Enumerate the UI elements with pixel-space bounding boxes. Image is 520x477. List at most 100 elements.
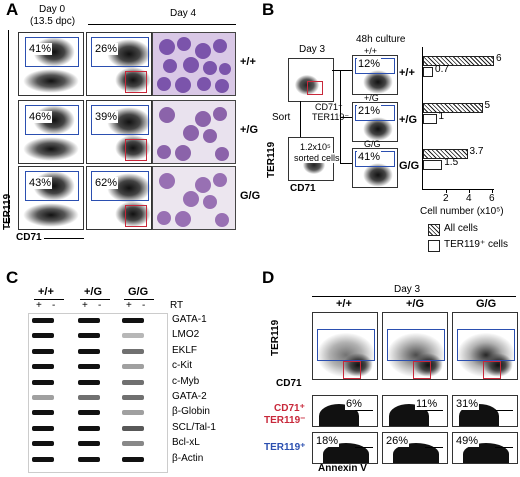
panel-b-xaxis: CD71 (290, 183, 316, 194)
panel-b-bar-all (423, 56, 494, 66)
panel-d-hist-row1-pct: 11% (415, 398, 439, 410)
panel-a-day0-plot: 46% (18, 100, 84, 164)
panel-c-minus: - (52, 300, 56, 311)
panel-d-hist-gate-line (495, 410, 513, 411)
panel-d-hist-gate-line (425, 447, 443, 448)
panel-c-band (32, 456, 54, 462)
panel-a-day4-gate (91, 105, 149, 135)
panel-c-band (122, 333, 144, 339)
panel-d-hist-row2: 18% (312, 432, 378, 464)
panel-d-sort-gate (343, 361, 361, 379)
panel-c-genotype-header: +/G (84, 286, 103, 298)
panel-c-band (122, 318, 144, 323)
panel-a-day4-pct: 62% (94, 177, 119, 189)
panel-b-bar-tick (446, 189, 447, 193)
panel-c-band (122, 425, 144, 431)
panel-b-bar-ter (423, 160, 443, 170)
panel-d-hist-row1: 11% (382, 395, 448, 427)
panel-a-xaxis-arrow (44, 238, 84, 239)
panel-c-band (32, 410, 54, 416)
panel-c-band (32, 318, 54, 323)
panel-b-bar-all (423, 149, 468, 159)
panel-b-sorted-label: sorted cells (294, 153, 340, 163)
panel-c-plus: + (82, 300, 88, 311)
panel-a-day4-pct: 39% (94, 111, 119, 123)
panel-b-genotype-small: G/G (364, 139, 381, 149)
panel-b-culture-plot: 12% (352, 55, 398, 95)
panel-b-bar-all-label: 3.7 (469, 146, 484, 157)
panel-c-band (78, 333, 100, 339)
panel-a-xaxis: CD71 (16, 232, 42, 243)
panel-a-day0-plot: 41% (18, 32, 84, 96)
panel-b-bar-ter-label: 0.7 (435, 64, 449, 75)
panel-c-genotype-header: +/+ (38, 286, 54, 298)
panel-b-culture-pct: 41% (357, 151, 382, 163)
panel-b-genotype: +/G (399, 114, 418, 126)
panel-b-sort-label: Sort (272, 112, 291, 123)
panel-a-day4-sort-gate (125, 205, 147, 227)
panel-c-band (122, 364, 144, 370)
panel-b-genotype: G/G (399, 160, 420, 172)
panel-c-gene-label: SCL/Tal-1 (172, 421, 216, 433)
panel-a-day0-gate (25, 37, 79, 67)
panel-d-hist-row1: 31% (452, 395, 518, 427)
panel-b-bar-yaxis (422, 47, 423, 189)
panel-d-hist-row2: 49% (452, 432, 518, 464)
panel-d-sort-gate (483, 361, 501, 379)
panel-d-genotype: +/G (406, 298, 425, 310)
panel-c-plus: + (126, 300, 132, 311)
panel-d-hist-row1: 6% (312, 395, 378, 427)
panel-b-branch-r1 (340, 70, 352, 71)
panel-b-day3: Day 3 (299, 44, 326, 55)
panel-d-hist-row2: 26% (382, 432, 448, 464)
panel-b-genotype: +/+ (399, 67, 415, 79)
panel-c-band (78, 379, 100, 385)
panel-c-minus: - (142, 300, 146, 311)
panel-b-sort-arrow (300, 101, 301, 137)
panel-a-day4: Day 4 (170, 8, 197, 19)
panel-c-band (122, 410, 144, 416)
panel-c-band (78, 425, 100, 431)
panel-d-hist-row2-pct: 18% (315, 435, 340, 447)
panel-d-ter-gate (457, 329, 515, 361)
panel-c-plus: + (36, 300, 42, 311)
panel-a-yaxis-arrow (8, 30, 9, 226)
panel-c-gene-label: β-Globin (172, 406, 210, 418)
panel-d-label: D (262, 268, 275, 287)
panel-c-label: C (6, 268, 19, 287)
panel-c-band (122, 456, 144, 462)
panel-a-day0-pct: 41% (28, 43, 53, 55)
panel-c-gene-label: β-Actin (172, 452, 204, 464)
panel-b-bar-tick-label: 2 (443, 193, 449, 204)
panel-a-day4-plot: 62% (86, 166, 152, 230)
panel-c-band (78, 395, 100, 400)
panel-b-bar-tick (469, 189, 470, 193)
panel-d-hist-row1-pct: 31% (455, 398, 480, 410)
panel-b-branch-r3 (340, 163, 352, 164)
panel-a-day0-pct: 46% (28, 111, 53, 123)
panel-b-genotype-small: +/+ (364, 46, 378, 56)
panel-a-day4-pct: 26% (94, 43, 119, 55)
panel-b-bar-ter (423, 67, 434, 77)
panel-b-bar-tick (492, 189, 493, 193)
panel-a-day0-pct: 43% (28, 177, 53, 189)
panel-b-branch-r2 (340, 117, 352, 118)
panel-b-bar-ter-label: 1.5 (444, 157, 459, 168)
panel-c-gene-label: GATA-2 (172, 391, 207, 402)
panel-b-legend-ter: TER119⁺ cells (444, 239, 509, 250)
panel-d-ter-gate (317, 329, 375, 361)
panel-d-yaxis: TER119 (270, 319, 281, 356)
panel-d-sort-gate (413, 361, 431, 379)
panel-a-label: A (6, 0, 19, 19)
panel-d-hist-gate-line (425, 410, 443, 411)
panel-a-genotype: +/G (240, 124, 259, 136)
panel-a-day4-plot: 26% (86, 32, 152, 96)
panel-b-day3-plot (288, 58, 334, 102)
panel-d-row1-label-a: CD71⁺ (274, 403, 305, 414)
panel-d-day3-line (312, 296, 516, 297)
panel-a-genotype: G/G (240, 190, 261, 202)
panel-a-day0-plot: 43% (18, 166, 84, 230)
panel-b-culture-plot: 41% (352, 148, 398, 188)
panel-b-genotype-small: +/G (364, 93, 379, 103)
panel-c-band (32, 379, 54, 385)
